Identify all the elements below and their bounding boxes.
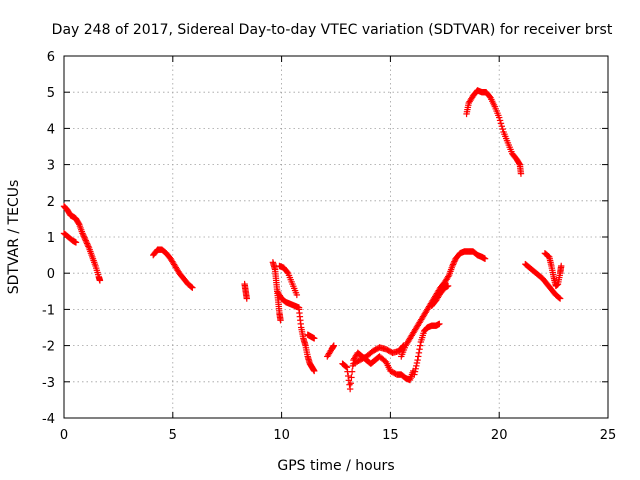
data-point	[498, 123, 506, 130]
data-point	[284, 268, 291, 276]
data-point	[499, 125, 506, 133]
data-point	[80, 233, 88, 240]
y-tick-label: 0	[47, 267, 55, 282]
y-axis-title: SDTVAR / TECUs	[6, 180, 22, 295]
data-point	[343, 364, 351, 371]
data-point	[81, 234, 88, 241]
data-point	[449, 261, 457, 268]
data-point	[243, 295, 250, 302]
data-point	[85, 243, 92, 250]
data-point	[344, 372, 352, 380]
x-axis-title: GPS time / hours	[277, 458, 394, 474]
x-tick-label: 10	[273, 428, 290, 443]
data-point	[556, 294, 563, 302]
x-tick-label: 15	[382, 428, 399, 443]
data-point	[450, 259, 457, 267]
data-point	[496, 117, 504, 124]
data-point	[84, 241, 91, 249]
data-point	[517, 170, 525, 177]
data-point	[444, 282, 452, 290]
data-point	[311, 367, 318, 375]
data-point	[415, 353, 422, 360]
y-tick-label: 2	[47, 195, 55, 210]
data-point	[417, 342, 424, 349]
data-point	[277, 317, 284, 324]
data-point	[83, 238, 90, 246]
data-point	[293, 291, 301, 299]
data-point	[347, 380, 354, 387]
data-point	[348, 368, 356, 375]
y-tick-label: 4	[47, 122, 55, 137]
data-point	[188, 283, 195, 291]
data-point	[83, 240, 91, 247]
data-point	[415, 349, 423, 357]
data-point	[414, 356, 421, 364]
data-point	[72, 239, 80, 246]
data-point	[451, 258, 458, 265]
data-point	[82, 237, 89, 244]
x-tick-label: 20	[491, 428, 508, 443]
data-point	[96, 277, 104, 284]
y-tick-labels: -4 -3 -2 -1 0 1 2 3 4 5 6	[42, 50, 55, 427]
data-point	[416, 346, 423, 353]
data-point	[79, 231, 87, 239]
x-tick-label: 5	[169, 428, 177, 443]
data-point	[413, 359, 421, 367]
data-point	[496, 114, 503, 121]
data-point	[348, 374, 355, 381]
y-tick-label: -3	[42, 376, 55, 391]
data-point	[449, 262, 456, 270]
data-point	[412, 365, 419, 372]
data-point	[75, 220, 82, 227]
data-point	[346, 381, 353, 388]
data-point	[411, 371, 418, 378]
grid-lines	[64, 56, 608, 418]
data-point	[481, 255, 489, 262]
data-point	[411, 368, 419, 375]
data-point	[556, 295, 564, 302]
y-tick-label: -1	[42, 303, 55, 318]
y-tick-label: 1	[47, 231, 55, 246]
data-point	[342, 363, 350, 370]
x-tick-label: 25	[600, 428, 617, 443]
data-point	[311, 335, 318, 342]
data-point	[189, 284, 196, 291]
y-tick-label: -2	[42, 340, 55, 355]
data-point	[445, 273, 452, 280]
y-tick-label: 6	[47, 50, 55, 65]
chart-title: Day 248 of 2017, Sidereal Day-to-day VTE…	[52, 22, 613, 38]
data-point	[79, 230, 86, 237]
data-point	[346, 385, 354, 393]
data-point	[436, 320, 443, 328]
data-point	[330, 342, 338, 349]
data-point	[516, 160, 523, 167]
data-point	[497, 120, 505, 127]
data-point	[81, 235, 89, 243]
x-tick-labels: 0 5 10 15 20 25	[60, 428, 616, 443]
data-points	[60, 87, 565, 393]
y-tick-label: 5	[47, 86, 55, 101]
data-point	[413, 362, 420, 370]
y-tick-label: -4	[42, 412, 55, 427]
y-tick-label: 3	[47, 159, 55, 174]
plot-frame	[63, 55, 609, 419]
data-point	[558, 262, 565, 270]
x-tick-label: 0	[60, 428, 68, 443]
